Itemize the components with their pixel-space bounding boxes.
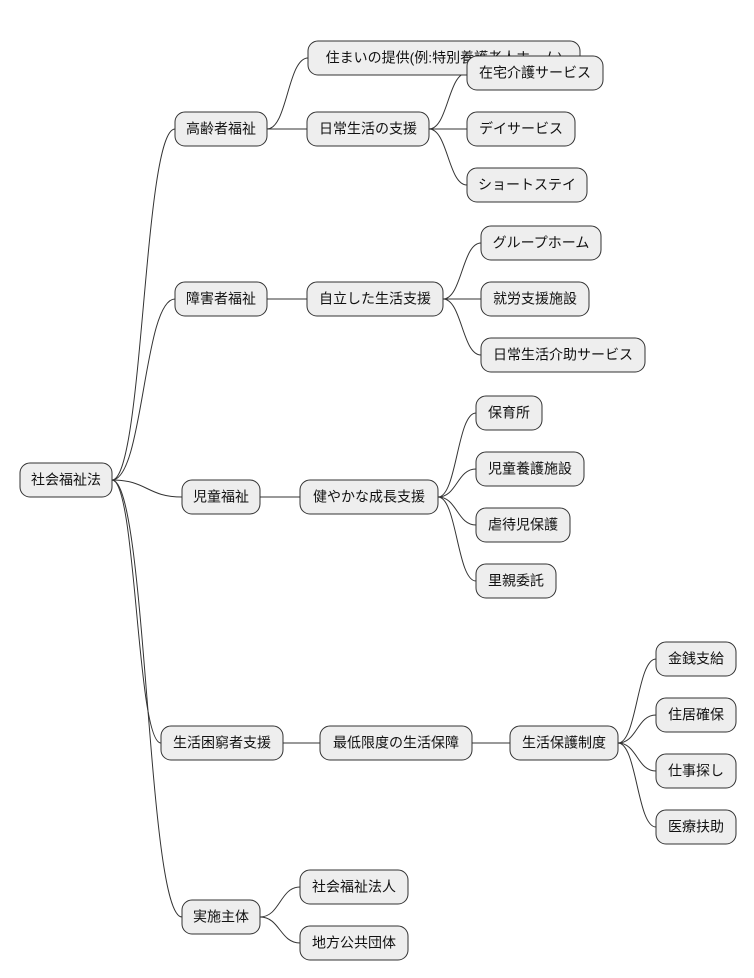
tree-edge xyxy=(618,743,656,771)
tree-node-label: 高齢者福祉 xyxy=(186,121,256,137)
tree-node: ショートステイ xyxy=(467,168,587,202)
tree-node: 児童養護施設 xyxy=(476,452,584,486)
tree-node-label: グループホーム xyxy=(493,235,590,251)
tree-node: 障害者福祉 xyxy=(175,282,267,316)
tree-node-label: 生活保護制度 xyxy=(522,735,606,751)
tree-node: 医療扶助 xyxy=(656,810,736,844)
tree-node-label: 医療扶助 xyxy=(668,819,724,835)
tree-edge xyxy=(438,413,476,497)
tree-edge xyxy=(618,659,656,743)
tree-node: 生活保護制度 xyxy=(510,726,618,760)
tree-edge xyxy=(267,58,308,129)
tree-edge xyxy=(443,243,481,299)
tree-node-label: 就労支援施設 xyxy=(493,291,577,307)
tree-node-label: 金銭支給 xyxy=(668,651,724,667)
tree-node-label: 児童福祉 xyxy=(193,489,249,505)
tree-node: 日常生活介助サービス xyxy=(481,338,645,372)
tree-node: 在宅介護サービス xyxy=(467,56,603,90)
tree-edge xyxy=(260,917,300,943)
tree-node-label: 健やかな成長支援 xyxy=(313,489,425,505)
tree-node-label: 日常生活の支援 xyxy=(319,121,417,137)
tree-node: 社会福祉法人 xyxy=(300,870,408,904)
tree-edge xyxy=(112,480,182,917)
tree-node: デイサービス xyxy=(467,112,575,146)
tree-edge xyxy=(112,480,161,743)
tree-node-label: 日常生活介助サービス xyxy=(493,347,633,363)
tree-node-label: 保育所 xyxy=(488,405,530,421)
tree-node: 里親委託 xyxy=(476,564,556,598)
tree-node: 児童福祉 xyxy=(182,480,260,514)
tree-edge xyxy=(112,129,175,480)
tree-node: 就労支援施設 xyxy=(481,282,589,316)
tree-node: 実施主体 xyxy=(182,900,260,934)
tree-edge xyxy=(429,129,467,185)
tree-node: 高齢者福祉 xyxy=(175,112,267,146)
tree-node-label: 社会福祉法 xyxy=(31,472,101,488)
tree-node-label: 仕事探し xyxy=(668,763,724,779)
tree-edge xyxy=(429,73,467,129)
tree-edge xyxy=(260,887,300,917)
tree-node: 社会福祉法 xyxy=(20,463,112,497)
tree-node-label: 実施主体 xyxy=(193,909,249,925)
tree-node: 金銭支給 xyxy=(656,642,736,676)
tree-edge xyxy=(438,469,476,497)
tree-node: 最低限度の生活保障 xyxy=(320,726,472,760)
tree-edge xyxy=(438,497,476,581)
nodes-layer: 社会福祉法高齢者福祉住まいの提供(例:特別養護老人ホーム)日常生活の支援在宅介護… xyxy=(20,41,736,960)
tree-node: 地方公共団体 xyxy=(300,926,408,960)
tree-edge xyxy=(618,715,656,743)
tree-edge xyxy=(443,299,481,355)
tree-node: 健やかな成長支援 xyxy=(300,480,438,514)
tree-node: 住居確保 xyxy=(656,698,736,732)
tree-node-label: 里親委託 xyxy=(488,573,544,589)
tree-diagram: 社会福祉法高齢者福祉住まいの提供(例:特別養護老人ホーム)日常生活の支援在宅介護… xyxy=(0,0,754,978)
tree-edge xyxy=(438,497,476,525)
tree-node: 自立した生活支援 xyxy=(307,282,443,316)
tree-node-label: 児童養護施設 xyxy=(488,461,572,477)
tree-node: グループホーム xyxy=(481,226,601,260)
tree-node-label: 最低限度の生活保障 xyxy=(333,735,459,751)
tree-node-label: 生活困窮者支援 xyxy=(173,735,271,751)
tree-edge xyxy=(112,299,175,480)
tree-node-label: 自立した生活支援 xyxy=(319,291,431,307)
tree-node-label: 虐待児保護 xyxy=(488,517,558,533)
tree-node-label: 地方公共団体 xyxy=(312,935,396,951)
tree-node-label: 在宅介護サービス xyxy=(479,65,591,81)
tree-node: 虐待児保護 xyxy=(476,508,570,542)
tree-node: 生活困窮者支援 xyxy=(161,726,283,760)
tree-node-label: 住居確保 xyxy=(668,707,724,723)
tree-node-label: ショートステイ xyxy=(478,177,576,193)
tree-edge xyxy=(618,743,656,827)
tree-node-label: デイサービス xyxy=(479,121,563,137)
tree-node: 日常生活の支援 xyxy=(307,112,429,146)
tree-node-label: 社会福祉法人 xyxy=(312,879,396,895)
tree-node: 仕事探し xyxy=(656,754,736,788)
tree-node: 保育所 xyxy=(476,396,542,430)
tree-node-label: 障害者福祉 xyxy=(186,291,256,307)
